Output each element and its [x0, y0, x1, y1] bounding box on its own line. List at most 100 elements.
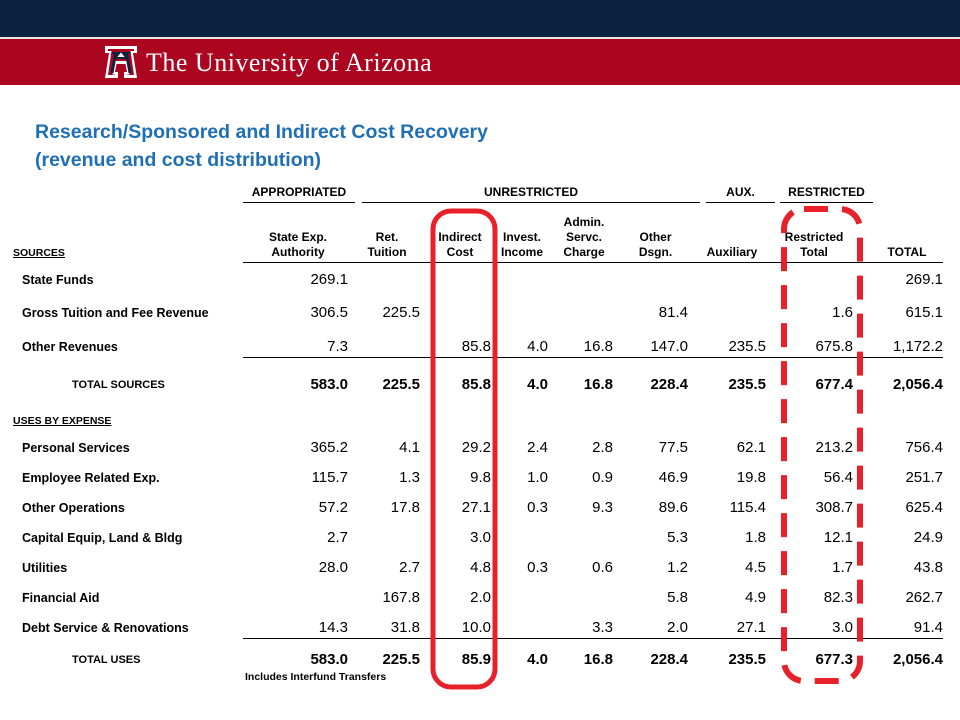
total-uses-row-value: 16.8 [583, 651, 613, 668]
source-row-value: 675.8 [815, 338, 853, 355]
use-row-value: 5.8 [667, 589, 688, 606]
use-row-value: 625.4 [905, 499, 943, 516]
total-sources-row-label: TOTAL SOURCES [72, 379, 165, 391]
use-row-value: 1.2 [667, 559, 688, 576]
column-header-state: State Exp. Authority [248, 230, 348, 260]
source-row-label: State Funds [22, 273, 94, 287]
use-row-value: 5.3 [667, 529, 688, 546]
column-header-indirect: Indirect Cost [429, 230, 491, 260]
group-header-rule-aux [706, 202, 775, 203]
total-sources-row-value: 85.8 [461, 376, 491, 393]
use-row-value: 0.3 [527, 559, 548, 576]
column-header-other: Other Dsgn. [623, 230, 688, 260]
use-row-value: 2.0 [667, 619, 688, 636]
group-header-rule-restricted [780, 202, 873, 203]
uses-subtotal-rule [243, 638, 943, 639]
use-row-value: 12.1 [823, 529, 853, 546]
group-header-rule-appropriated [243, 202, 355, 203]
total-uses-row-value: 2,056.4 [892, 651, 943, 668]
use-row-label: Utilities [22, 561, 68, 575]
use-row-label: Other Operations [22, 501, 125, 515]
column-header-text: Dsgn. [638, 245, 673, 259]
column-header-aux: Auxiliary [698, 245, 766, 260]
source-row-value: 269.1 [905, 271, 943, 288]
use-row-value: 0.6 [592, 559, 613, 576]
source-row-value: 4.0 [527, 338, 548, 355]
use-row-value: 2.8 [592, 439, 613, 456]
block-a-logo-icon [105, 46, 137, 78]
sources-subtotal-rule [243, 357, 943, 358]
total-uses-row-label: TOTAL USES [72, 654, 141, 666]
use-row-value: 3.0 [832, 619, 853, 636]
group-header-unrestricted: UNRESTRICTED [483, 185, 578, 199]
uses-label: USES BY EXPENSE [13, 415, 112, 427]
use-row-label: Debt Service & Renovations [22, 621, 189, 635]
use-row-value: 4.8 [470, 559, 491, 576]
column-header-text: Other [639, 230, 672, 244]
header-red-bar [0, 37, 960, 85]
use-row-value: 167.8 [382, 589, 420, 606]
column-header-text: Invest. [502, 230, 541, 244]
sources-label: SOURCES [13, 247, 65, 259]
column-header-total: TOTAL [871, 245, 943, 260]
source-row-value: 615.1 [905, 304, 943, 321]
use-row-value: 31.8 [390, 619, 420, 636]
use-row-value: 56.4 [823, 469, 853, 486]
use-row-value: 91.4 [913, 619, 943, 636]
use-row-value: 57.2 [318, 499, 348, 516]
use-row-value: 1.0 [527, 469, 548, 486]
use-row-value: 213.2 [815, 439, 853, 456]
column-header-text: Servc. [565, 230, 603, 244]
source-row-label: Gross Tuition and Fee Revenue [22, 306, 209, 320]
source-row-value: 306.5 [310, 304, 348, 321]
total-sources-row-value: 228.4 [650, 376, 688, 393]
use-row-label: Personal Services [22, 441, 130, 455]
use-row-value: 2.7 [399, 559, 420, 576]
use-row-value: 4.5 [745, 559, 766, 576]
page-title: Research/Sponsored and Indirect Cost Rec… [35, 118, 488, 174]
use-row-value: 29.2 [461, 439, 491, 456]
total-sources-row-value: 583.0 [310, 376, 348, 393]
column-header-text: Indirect [438, 230, 482, 244]
use-row-value: 2.0 [470, 589, 491, 606]
top-navy-bar [0, 0, 960, 37]
use-row-value: 1.8 [745, 529, 766, 546]
use-row-value: 4.9 [745, 589, 766, 606]
use-row-value: 115.7 [311, 469, 348, 486]
total-uses-row-value: 4.0 [527, 651, 548, 668]
column-header-admin: Admin. Servc. Charge [555, 215, 613, 260]
group-header-rule-unrestricted [362, 202, 700, 203]
source-row-label: Other Revenues [22, 340, 118, 354]
column-header-text: Cost [446, 245, 474, 259]
use-row-value: 0.9 [592, 469, 613, 486]
use-row-value: 62.1 [736, 439, 766, 456]
column-header-restricted: Restricted Total [775, 230, 853, 260]
use-row-value: 46.9 [658, 469, 688, 486]
column-header-text: Admin. [563, 215, 605, 229]
use-row-value: 365.2 [310, 439, 348, 456]
university-wordmark: The University of Arizona [146, 48, 433, 77]
use-row-value: 19.8 [736, 469, 766, 486]
use-row-value: 251.7 [905, 469, 943, 486]
use-row-value: 43.8 [913, 559, 943, 576]
column-header-text: Ret. [375, 230, 399, 244]
use-row-value: 1.7 [832, 559, 853, 576]
source-row-value: 85.8 [461, 338, 491, 355]
use-row-value: 28.0 [318, 559, 348, 576]
source-row-value: 225.5 [382, 304, 420, 321]
column-header-text: State Exp. [268, 230, 328, 244]
total-sources-row-value: 677.4 [815, 376, 853, 393]
column-header-text: Charge [563, 245, 605, 259]
use-row-value: 3.3 [592, 619, 613, 636]
source-row-value: 1,172.2 [892, 338, 943, 355]
use-row-value: 14.3 [318, 619, 348, 636]
title-line-1: Research/Sponsored and Indirect Cost Rec… [35, 121, 488, 143]
column-header-text: TOTAL [887, 245, 927, 259]
use-row-value: 756.4 [905, 439, 943, 456]
use-row-value: 0.3 [527, 499, 548, 516]
header-rule [243, 262, 943, 263]
total-uses-row-value: 677.3 [815, 651, 853, 668]
source-row-value: 1.6 [832, 304, 853, 321]
column-header-text: Auxiliary [706, 245, 758, 259]
use-row-value: 308.7 [815, 499, 853, 516]
